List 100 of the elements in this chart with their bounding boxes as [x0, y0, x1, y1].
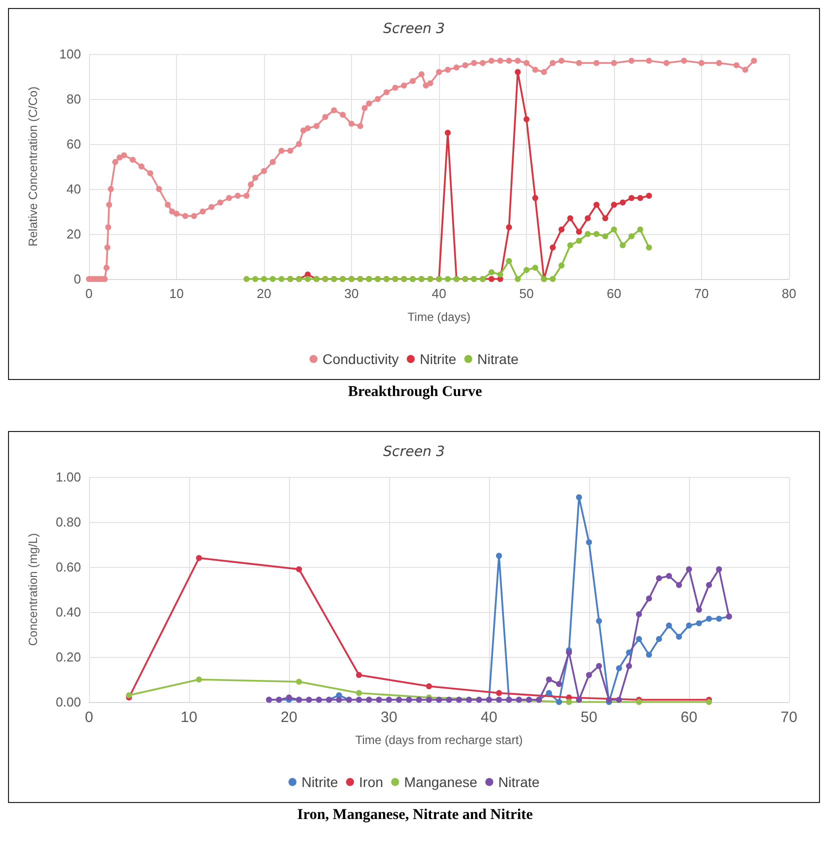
point: [196, 555, 202, 561]
point: [628, 233, 634, 240]
legend-label: Nitrite: [420, 351, 457, 367]
x-tick-label: 80: [782, 286, 796, 301]
point: [304, 276, 311, 282]
x-tick-label: 60: [680, 709, 698, 726]
point: [566, 699, 572, 705]
legend-label: Iron: [359, 774, 384, 790]
point: [594, 202, 600, 208]
point: [444, 130, 451, 136]
point: [716, 566, 722, 572]
point: [506, 224, 512, 230]
y-tick-label: 20: [66, 226, 81, 242]
point: [636, 636, 642, 642]
point: [336, 696, 342, 703]
legend-label: Nitrite: [301, 774, 338, 790]
point: [426, 683, 432, 690]
y-tick-label: 0.60: [56, 560, 81, 574]
x-axis-title: Time (days from recharge start): [355, 733, 523, 747]
point: [497, 272, 504, 278]
x-tick-label: 40: [432, 286, 446, 301]
point: [696, 620, 702, 626]
y-tick-label: 80: [66, 92, 81, 106]
point: [637, 195, 644, 201]
point: [514, 69, 521, 75]
point: [620, 242, 626, 248]
y-tick-label: 1.00: [56, 470, 81, 484]
point: [602, 233, 608, 240]
point: [546, 676, 552, 682]
y-axis-title: Concentration (mg/L): [26, 533, 40, 646]
point: [584, 231, 591, 237]
x-tick-label: 20: [280, 709, 298, 726]
text: Iron, Manganese, Nitrate and Nitrite: [296, 807, 534, 824]
point: [576, 228, 582, 235]
x-tick-label: 60: [606, 286, 622, 301]
point: [506, 258, 512, 264]
y-tick-label: 0.40: [56, 604, 81, 620]
point: [596, 663, 602, 669]
point: [706, 582, 712, 588]
point: [620, 200, 626, 206]
point: [514, 276, 521, 282]
legend-label: Nitrate: [498, 774, 540, 790]
point: [636, 611, 642, 618]
point: [532, 264, 538, 271]
chart-title: Screen 3: [383, 444, 445, 460]
point: [636, 699, 642, 705]
point: [656, 636, 662, 642]
point: [646, 244, 652, 250]
point: [488, 269, 494, 276]
point: [296, 678, 302, 685]
x-tick-label: 50: [519, 286, 534, 301]
text: Breakthrough Curve: [346, 384, 484, 401]
point: [286, 694, 292, 700]
point: [567, 215, 574, 222]
point: [626, 663, 632, 669]
x-tick-label: 70: [694, 286, 709, 301]
y-tick-label: 40: [66, 182, 81, 196]
point: [586, 539, 592, 546]
x-tick-label: 20: [256, 286, 272, 301]
point: [566, 650, 572, 656]
point: [602, 215, 608, 222]
point: [252, 276, 258, 282]
point: [524, 267, 530, 273]
point: [628, 195, 634, 201]
point: [496, 552, 502, 559]
point: [196, 676, 202, 682]
point: [496, 690, 502, 696]
y-axis-title: Relative Concentration (C/Co): [26, 86, 40, 247]
x-tick-label: 10: [169, 286, 184, 301]
point: [556, 681, 562, 687]
point: [626, 650, 632, 656]
y-tick-label: 0.80: [56, 514, 81, 530]
point: [666, 622, 672, 628]
point: [556, 699, 562, 705]
legend-label: Manganese: [404, 774, 478, 790]
x-tick-label: 0: [84, 709, 94, 726]
point: [676, 582, 682, 588]
point: [270, 276, 276, 282]
point: [706, 616, 712, 622]
point: [532, 195, 538, 201]
point: [546, 690, 552, 696]
legend-label: Nitrate: [477, 351, 519, 367]
point: [686, 622, 692, 628]
point: [616, 696, 622, 703]
x-tick-label: 10: [180, 709, 198, 726]
point: [576, 238, 582, 244]
point: [656, 575, 662, 582]
point: [611, 226, 617, 232]
point: [646, 192, 652, 199]
x-axis-title: Time (days): [408, 310, 470, 324]
point: [558, 226, 564, 232]
point: [558, 262, 564, 268]
point: [596, 618, 602, 624]
point: [261, 276, 267, 282]
point: [356, 690, 362, 696]
point: [524, 116, 530, 122]
y-tick-label: 0.00: [56, 694, 81, 710]
point: [576, 494, 582, 500]
point: [716, 616, 722, 622]
point: [488, 276, 494, 282]
